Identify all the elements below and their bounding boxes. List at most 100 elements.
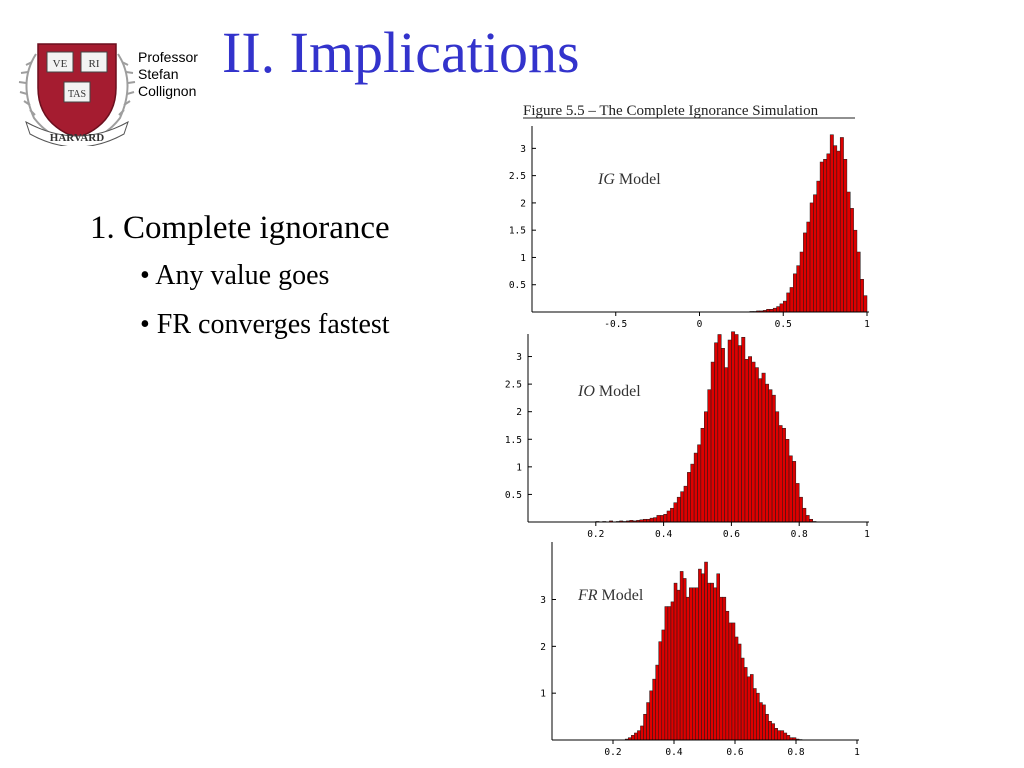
- histogram-bar: [698, 568, 702, 741]
- histogram-bar: [737, 643, 742, 741]
- banner-icon: [25, 120, 129, 146]
- histogram-bar: [680, 491, 685, 523]
- logo-text-tas: TAS: [68, 89, 86, 100]
- x-tick-label: 0.8: [787, 747, 804, 758]
- y-tick-label: 1: [520, 253, 526, 264]
- histogram-bar: [768, 389, 773, 523]
- histogram-bar: [685, 596, 690, 741]
- histogram-bar: [846, 191, 851, 313]
- histogram-bar: [753, 688, 757, 741]
- book-bottom-icon: [63, 81, 91, 103]
- x-tick-label: 0.5: [775, 319, 792, 330]
- histogram-bar: [748, 356, 752, 523]
- author-line: Collignon: [138, 83, 197, 99]
- y-tick-label: 2: [516, 407, 522, 418]
- histogram-bar: [746, 676, 751, 741]
- histogram-bar: [717, 334, 722, 523]
- histogram-bar: [765, 383, 769, 523]
- histogram-bar: [788, 455, 793, 523]
- histogram-bar: [673, 502, 678, 523]
- histogram-bar: [798, 496, 803, 523]
- histogram-bar: [771, 723, 775, 741]
- histogram-bar: [744, 359, 749, 523]
- book-right-icon: [80, 51, 108, 73]
- logo-text-ve: VE: [53, 58, 68, 70]
- y-tick-label: 3: [520, 144, 526, 155]
- histogram-bar: [768, 721, 772, 741]
- histogram-bar: [778, 425, 783, 523]
- histogram-bar: [863, 295, 868, 313]
- histogram-bar: [722, 596, 727, 741]
- x-tick-label: 0.6: [723, 529, 740, 540]
- histogram-bar: [806, 221, 811, 313]
- histogram-bar: [683, 485, 688, 523]
- histogram-bar: [704, 411, 708, 523]
- histogram-bar: [656, 515, 661, 523]
- histogram-bar: [655, 664, 659, 741]
- histogram-bar: [631, 735, 635, 741]
- histogram-bar: [727, 339, 732, 523]
- histogram-bar: [775, 411, 780, 523]
- histogram-bar: [682, 578, 687, 741]
- histogram-bar: [771, 394, 776, 523]
- histogram-bar: [793, 273, 797, 313]
- y-tick-label: 0.5: [509, 280, 526, 291]
- histogram-bar: [637, 730, 641, 741]
- histogram-bar: [713, 587, 717, 741]
- histogram-bar: [774, 728, 778, 741]
- histogram-bar: [758, 378, 763, 523]
- histogram-bar: [725, 610, 730, 741]
- histogram-bar: [634, 732, 638, 741]
- slide-body: 1. Complete ignorance • Any value goes •…: [90, 205, 390, 349]
- histogram-bar: [761, 372, 766, 523]
- histogram-bar: [731, 622, 736, 741]
- histogram-bar: [687, 472, 691, 523]
- book-left-icon: [46, 51, 74, 73]
- histogram-bar: [701, 573, 705, 741]
- histogram-bar: [743, 667, 748, 741]
- histogram-bar: [796, 265, 801, 313]
- x-tick-label: 1: [864, 529, 870, 540]
- histogram-bar: [802, 507, 807, 523]
- y-tick-label: 1: [516, 462, 522, 473]
- bullet-item: • FR converges fastest: [140, 309, 390, 340]
- histogram-bar: [751, 361, 756, 523]
- histogram-bar: [783, 300, 787, 313]
- author-block: Professor Stefan Collignon: [138, 49, 198, 100]
- histogram-bar: [689, 587, 693, 741]
- x-tick-label: 0.4: [655, 529, 672, 540]
- histogram-bar: [777, 730, 782, 741]
- histogram-bar: [839, 137, 844, 313]
- histogram-bar: [663, 514, 668, 523]
- histogram-bar: [728, 622, 733, 741]
- histogram-bar: [809, 202, 814, 313]
- histogram-bar: [782, 427, 786, 523]
- histogram-bar: [780, 730, 785, 741]
- histogram-bar: [750, 674, 754, 741]
- histogram-bar: [659, 515, 664, 523]
- model-label: IG Model: [597, 171, 661, 188]
- histogram-bar: [740, 657, 745, 741]
- histogram-bar: [710, 582, 714, 741]
- histogram-bar: [829, 134, 834, 313]
- histogram-bar: [819, 161, 824, 313]
- histogram-bar: [860, 279, 864, 313]
- histogram-bar: [652, 678, 656, 741]
- histogram-figure: Figure 5.5 – The Complete Ignorance Simu…: [505, 103, 870, 758]
- histogram-bar: [776, 306, 781, 313]
- histogram-bar: [734, 334, 739, 523]
- harvard-shield-logo: VE RI TAS HARVARD: [18, 43, 136, 146]
- histogram-bar: [716, 573, 720, 741]
- model-label: IO Model: [577, 383, 641, 400]
- histogram-bar: [640, 725, 644, 741]
- histogram-bar: [667, 606, 672, 741]
- y-tick-label: 2: [520, 198, 526, 209]
- histogram-bar: [731, 331, 736, 523]
- histogram-bar: [643, 713, 647, 741]
- histogram-bar: [785, 439, 790, 523]
- histogram-bar: [646, 702, 650, 741]
- histogram-bar: [741, 336, 746, 523]
- x-tick-label: 0.6: [726, 747, 743, 758]
- histogram-bar: [795, 483, 800, 523]
